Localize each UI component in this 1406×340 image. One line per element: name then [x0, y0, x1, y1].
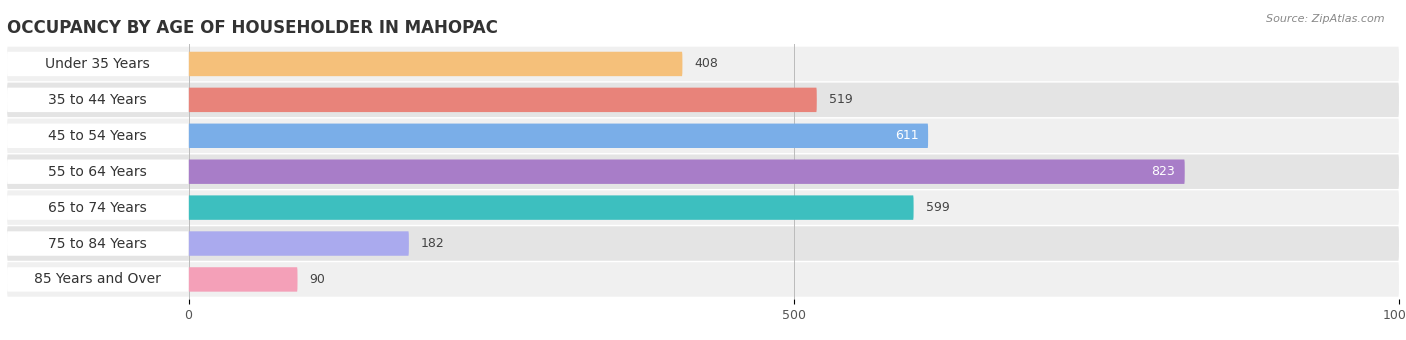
FancyBboxPatch shape [188, 231, 409, 256]
Text: OCCUPANCY BY AGE OF HOUSEHOLDER IN MAHOPAC: OCCUPANCY BY AGE OF HOUSEHOLDER IN MAHOP… [7, 19, 498, 37]
FancyBboxPatch shape [188, 159, 1185, 184]
Text: Under 35 Years: Under 35 Years [45, 57, 150, 71]
FancyBboxPatch shape [7, 123, 188, 148]
FancyBboxPatch shape [188, 88, 817, 112]
FancyBboxPatch shape [188, 52, 682, 76]
FancyBboxPatch shape [7, 195, 188, 220]
FancyBboxPatch shape [7, 159, 188, 184]
FancyBboxPatch shape [7, 47, 1399, 81]
Text: 65 to 74 Years: 65 to 74 Years [48, 201, 148, 215]
Text: 85 Years and Over: 85 Years and Over [34, 272, 162, 286]
FancyBboxPatch shape [7, 119, 1399, 153]
FancyBboxPatch shape [7, 83, 1399, 117]
FancyBboxPatch shape [7, 190, 1399, 225]
FancyBboxPatch shape [7, 262, 1399, 297]
Text: Source: ZipAtlas.com: Source: ZipAtlas.com [1267, 14, 1385, 23]
FancyBboxPatch shape [7, 267, 188, 292]
Text: 55 to 64 Years: 55 to 64 Years [48, 165, 148, 179]
Text: 35 to 44 Years: 35 to 44 Years [48, 93, 148, 107]
Text: 182: 182 [420, 237, 444, 250]
Text: 519: 519 [830, 94, 852, 106]
FancyBboxPatch shape [7, 231, 188, 256]
FancyBboxPatch shape [7, 154, 1399, 189]
Text: 599: 599 [925, 201, 949, 214]
FancyBboxPatch shape [188, 267, 298, 292]
FancyBboxPatch shape [188, 195, 914, 220]
FancyBboxPatch shape [7, 88, 188, 112]
FancyBboxPatch shape [7, 226, 1399, 261]
Text: 611: 611 [894, 129, 918, 142]
Text: 45 to 54 Years: 45 to 54 Years [48, 129, 148, 143]
FancyBboxPatch shape [7, 52, 188, 76]
Text: 408: 408 [695, 57, 718, 70]
FancyBboxPatch shape [188, 123, 928, 148]
Text: 75 to 84 Years: 75 to 84 Years [48, 237, 148, 251]
Text: 90: 90 [309, 273, 326, 286]
Text: 823: 823 [1152, 165, 1175, 178]
